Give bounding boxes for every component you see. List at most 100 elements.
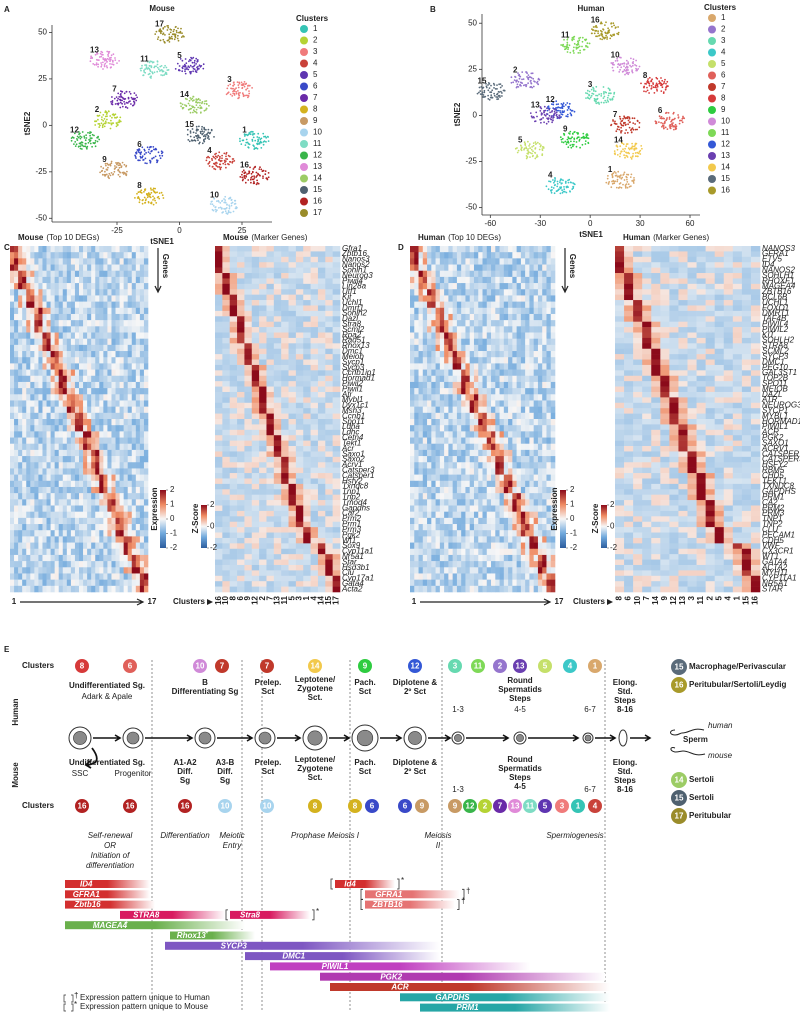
cluster-label: 8 (137, 181, 142, 190)
heatmap-cell (42, 412, 47, 420)
heatmap-cell (103, 480, 108, 488)
heatmap-cell (473, 394, 479, 401)
heatmap-cell (54, 493, 60, 500)
heatmap-cell (30, 283, 35, 290)
heatmap-cell (414, 449, 419, 457)
heatmap-cell (38, 425, 43, 432)
heatmap-cell (14, 449, 19, 457)
heatmap-cell (135, 406, 141, 414)
heatmap-cell (303, 256, 311, 263)
heatmap-cell (58, 375, 64, 383)
heatmap-cell (486, 394, 492, 401)
heatmap-cell (546, 400, 552, 407)
heatmap-cell (10, 536, 15, 543)
heatmap-cell (427, 548, 432, 556)
heatmap-cell (529, 351, 534, 358)
heatmap-cell (499, 437, 505, 445)
heatmap-cell (266, 559, 275, 566)
heatmap-cell (14, 388, 19, 395)
heatmap-cell (525, 468, 530, 475)
heatmap-cell (495, 456, 500, 463)
heatmap-cell (435, 295, 441, 302)
heatmap-cell (422, 542, 428, 550)
heatmap-cell (229, 337, 238, 344)
heatmap-cell (66, 456, 72, 463)
heatmap-cell (87, 419, 92, 426)
heatmap-cell (62, 554, 68, 562)
heatmap-cell (111, 264, 116, 272)
heatmap-cell (512, 493, 517, 500)
cluster-label: 10 (210, 190, 219, 199)
heatmap-cell (332, 332, 341, 339)
heatmap-cell (310, 310, 319, 317)
heatmap-cell (427, 431, 432, 438)
heatmap-cell (259, 586, 267, 593)
heatmap-cell (448, 517, 453, 525)
heatmap-cell (317, 397, 326, 404)
heatmap-cell (516, 468, 522, 475)
heatmap-cell (14, 363, 19, 370)
heatmap-cell (26, 351, 31, 358)
heatmap-cell (115, 425, 120, 432)
colorbar-tick-label: -1 (170, 529, 178, 538)
heatmap-cell (107, 313, 112, 321)
heatmap-cell (439, 394, 445, 401)
heatmap-cell (79, 493, 84, 500)
heatmap-cell (499, 320, 505, 327)
gene-label: Rhox13 (342, 341, 370, 350)
heatmap-cell (478, 276, 483, 284)
heatmap-cell (74, 511, 80, 519)
heatmap-cell (111, 332, 116, 339)
heatmap-cell (486, 246, 492, 253)
heatmap-cell (229, 413, 238, 420)
gene-label: Piwil4 (342, 276, 363, 285)
heatmap-cell (123, 431, 129, 438)
heatmap-cell (107, 295, 112, 302)
heatmap-cell (103, 505, 108, 512)
heatmap-cell (79, 283, 84, 290)
heatmap-cell (58, 270, 64, 278)
heatmap-cell (435, 246, 441, 253)
heatmap-cell (456, 542, 462, 550)
heatmap-cell (62, 375, 68, 383)
heatmap-cell (115, 585, 120, 593)
heatmap-cell (229, 505, 238, 512)
heatmap-cell (452, 369, 458, 377)
heatmap-cell (229, 424, 238, 431)
heatmap-cell (478, 425, 483, 432)
heatmap-cell (66, 326, 72, 333)
heatmap-cell (251, 467, 260, 474)
legend-label: 3 (313, 47, 318, 56)
heatmap-cell (310, 429, 319, 436)
heatmap-cell (119, 573, 124, 580)
heatmap-cell (465, 307, 470, 315)
heatmap-cell (288, 354, 297, 360)
heatmap-cell (508, 480, 513, 488)
heatmap-cell (499, 289, 505, 296)
heatmap-cell (414, 505, 419, 512)
heatmap-cell (546, 412, 552, 420)
heatmap-cell (22, 289, 27, 296)
heatmap-cell (95, 400, 100, 407)
heatmap-cell (237, 273, 245, 279)
heatmap-cell (332, 413, 341, 420)
heatmap-cell (469, 332, 475, 339)
heatmap-cell (26, 313, 31, 321)
heatmap-cell (546, 505, 552, 512)
heatmap-cell (482, 449, 488, 457)
legend-swatch (708, 106, 716, 114)
heatmap-cell (444, 406, 449, 414)
heatmap-cell (508, 270, 513, 278)
heatmap-cell (10, 468, 15, 475)
heatmap-cell (508, 400, 513, 407)
heatmap-cell (139, 567, 145, 574)
heatmap-cell (18, 326, 23, 333)
heatmap-cell (74, 548, 80, 556)
heatmap-cell (259, 510, 267, 517)
heatmap-cell (503, 264, 509, 272)
cluster-points (239, 130, 270, 151)
heatmap-cell (95, 517, 100, 525)
heatmap-cell (222, 413, 230, 420)
heatmap-cell (87, 425, 92, 432)
heatmap-cell (143, 270, 149, 278)
